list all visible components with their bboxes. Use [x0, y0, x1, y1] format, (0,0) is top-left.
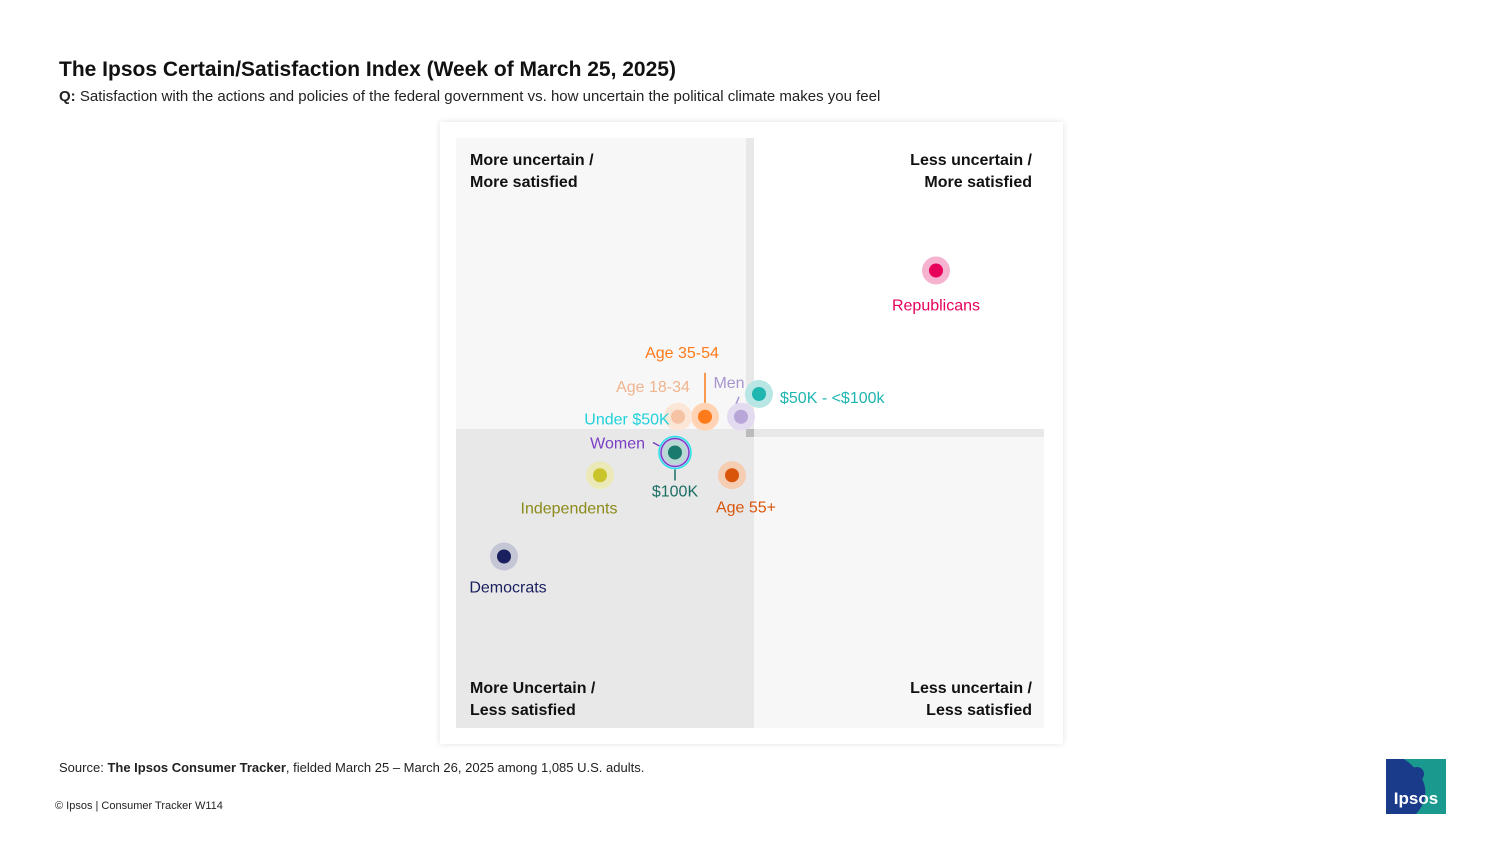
data-label-men: Men: [713, 375, 744, 392]
data-point-age-18-34: [671, 409, 685, 424]
data-point-50k-100k: [752, 387, 766, 401]
quadrant-top-right: [750, 138, 1044, 433]
quadrant-bottom-right: [750, 433, 1044, 728]
data-points: [490, 256, 950, 571]
data-label-under-50k: Under $50K: [584, 412, 670, 429]
question-prefix: Q:: [59, 88, 76, 105]
data-label-50k-100k: $50K - <$100k: [780, 390, 886, 407]
data-label-100k: $100K: [652, 484, 699, 501]
quadrant-label-bottom-left-line2: Less satisfied: [470, 702, 576, 719]
data-label-age-35-54: Age 35-54: [645, 345, 719, 362]
scatter-chart: More uncertain / More satisfied Less unc…: [456, 138, 1044, 728]
quadrant-label-top-left-line1: More uncertain /: [470, 152, 594, 169]
data-point-republicans: [929, 263, 943, 278]
data-label-republicans: Republicans: [892, 298, 980, 315]
quadrant-label-top-left-line2: More satisfied: [470, 174, 578, 191]
question-subtitle: Q: Satisfaction with the actions and pol…: [59, 88, 880, 105]
data-label-women: Women: [590, 436, 645, 453]
data-point-independents: [593, 468, 607, 483]
data-point-100k: [668, 445, 682, 460]
page-title: The Ipsos Certain/Satisfaction Index (We…: [59, 58, 676, 81]
quadrant-top-left: [456, 138, 750, 433]
source-prefix: Source:: [59, 760, 104, 775]
chart-card: More uncertain / More satisfied Less unc…: [440, 122, 1063, 744]
source-name: The Ipsos Consumer Tracker: [107, 760, 286, 775]
data-label-age-18-34: Age 18-34: [616, 379, 690, 396]
source-note: Source: The Ipsos Consumer Tracker, fiel…: [59, 760, 644, 775]
quadrant-label-bottom-left-line1: More Uncertain /: [470, 680, 596, 697]
logo-text: Ipsos: [1393, 789, 1439, 808]
data-point-age-55: [725, 468, 739, 483]
data-point-age-35-54: [698, 409, 712, 424]
source-detail: , fielded March 25 – March 26, 2025 amon…: [285, 760, 645, 775]
data-label-age-55: Age 55+: [716, 499, 776, 516]
data-point-women: [660, 437, 690, 468]
data-label-democrats: Democrats: [469, 580, 546, 597]
axis-center-marker: [746, 429, 754, 437]
data-label-independents: Independents: [521, 500, 618, 517]
quadrant-label-top-right-line1: Less uncertain /: [910, 152, 1032, 169]
quadrant-label-bottom-right-line2: Less satisfied: [926, 702, 1032, 719]
data-point-under-50k: [658, 435, 692, 470]
data-labels: Republicans $50K - <$100k Men Age 35-54 Age …: [469, 298, 980, 597]
copyright-footer: © Ipsos | Consumer Tracker W114: [55, 800, 223, 812]
quadrant-label-top-right-line2: More satisfied: [924, 174, 1032, 191]
question-text: Satisfaction with the actions and polici…: [79, 88, 881, 105]
data-point-democrats: [497, 549, 511, 564]
data-point-men: [734, 409, 748, 424]
ipsos-logo: Ipsos: [1386, 759, 1446, 814]
ipsos-logo-icon: [1386, 759, 1446, 814]
quadrant-label-bottom-right-line1: Less uncertain /: [910, 680, 1032, 697]
